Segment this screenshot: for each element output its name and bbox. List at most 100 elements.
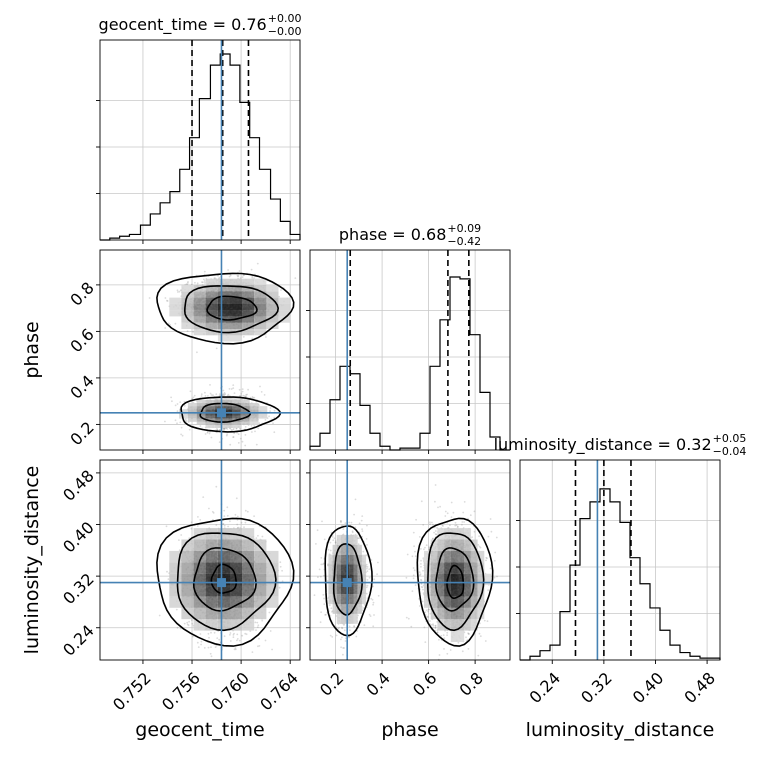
sample-point: [208, 432, 211, 435]
density-cell: [230, 297, 243, 304]
density-cell: [217, 285, 230, 292]
sample-point: [215, 644, 218, 647]
sample-point: [229, 520, 231, 523]
sample-point: [178, 290, 181, 293]
contour-line: [156, 272, 295, 345]
density-cell: [181, 297, 194, 304]
sample-point: [243, 526, 245, 529]
sample-point: [232, 436, 235, 438]
density-cell: [254, 322, 267, 329]
density-cell: [181, 303, 194, 311]
density-cell: [223, 418, 232, 422]
sample-point: [257, 534, 259, 537]
hist-phase: [306, 249, 511, 454]
sample-point: [247, 388, 250, 391]
sample-point: [216, 429, 219, 431]
sample-point: [200, 643, 203, 646]
density-cell: [223, 403, 232, 407]
density-cell: [223, 415, 232, 419]
density-cell: [258, 412, 268, 416]
contour-line: [183, 285, 280, 334]
density-cell: [214, 418, 224, 422]
plot-background: [310, 250, 510, 450]
density-cell: [196, 399, 206, 403]
density-cell: [205, 291, 218, 298]
sample-point: [206, 431, 209, 434]
density-cell: [196, 403, 206, 407]
density-cell: [179, 409, 188, 413]
sample-point: [200, 640, 203, 643]
density-cell: [230, 335, 243, 342]
density-cell: [254, 329, 267, 336]
density-cell: [278, 310, 291, 317]
density-cell: [214, 399, 224, 403]
density-cell: [214, 424, 224, 428]
sample-point: [264, 419, 267, 421]
sample-point: [183, 404, 186, 407]
sample-point: [234, 647, 237, 649]
sample-point: [212, 518, 214, 521]
sample-point: [232, 429, 234, 431]
density-cell: [240, 406, 250, 410]
sample-point: [253, 396, 256, 399]
sample-point: [192, 396, 195, 399]
panel-content: [100, 460, 300, 660]
sample-point: [256, 621, 259, 624]
sample-point: [246, 510, 249, 513]
sample-point: [239, 277, 242, 279]
density-cell: [223, 406, 232, 410]
density-cell: [232, 396, 241, 400]
sample-point: [226, 514, 229, 517]
density-cell: [217, 297, 230, 304]
density-cell: [181, 310, 194, 317]
sample-point: [242, 394, 245, 397]
sample-point: [218, 393, 221, 395]
sample-point: [199, 425, 202, 427]
density-cell: [205, 278, 218, 285]
sample-point: [218, 395, 221, 397]
density-cell: [187, 403, 197, 407]
density-cell: [223, 412, 232, 416]
density-cell: [266, 303, 279, 311]
density-cell: [181, 291, 194, 298]
sample-point: [164, 297, 167, 299]
density-cell: [230, 310, 243, 317]
sample-point: [238, 639, 241, 642]
sample-point: [265, 336, 267, 338]
density-cell: [193, 316, 206, 323]
density-cell: [196, 418, 206, 422]
sample-point: [253, 277, 256, 279]
sample-point: [232, 428, 235, 430]
sample-point: [233, 392, 236, 394]
sample-point: [186, 282, 189, 284]
sample-point: [209, 384, 211, 386]
sample-point: [167, 322, 170, 325]
sample-point: [184, 418, 187, 421]
sample-point: [236, 274, 239, 277]
sample-point: [251, 275, 254, 278]
sample-point: [228, 275, 231, 278]
sample-point: [246, 393, 249, 396]
sample-point: [218, 276, 221, 279]
sample-point: [196, 282, 199, 285]
density-cell: [254, 291, 267, 298]
density-cell: [205, 424, 215, 428]
sample-point: [235, 427, 238, 430]
sample-point: [280, 289, 282, 291]
sample-point: [207, 395, 209, 397]
density-cell: [240, 418, 250, 422]
contour-line: [180, 396, 282, 433]
sample-point: [251, 276, 254, 279]
density-cell: [223, 424, 232, 428]
sample-point: [238, 388, 241, 391]
sample-point: [200, 395, 203, 397]
density-cell: [249, 421, 259, 425]
sample-point: [203, 278, 205, 281]
density-cell: [266, 316, 279, 323]
density-cell: [266, 322, 279, 329]
hist-geocent_time: [96, 39, 301, 244]
density-cell: [187, 409, 197, 413]
sample-point: [204, 433, 207, 435]
sample-point: [186, 330, 189, 333]
